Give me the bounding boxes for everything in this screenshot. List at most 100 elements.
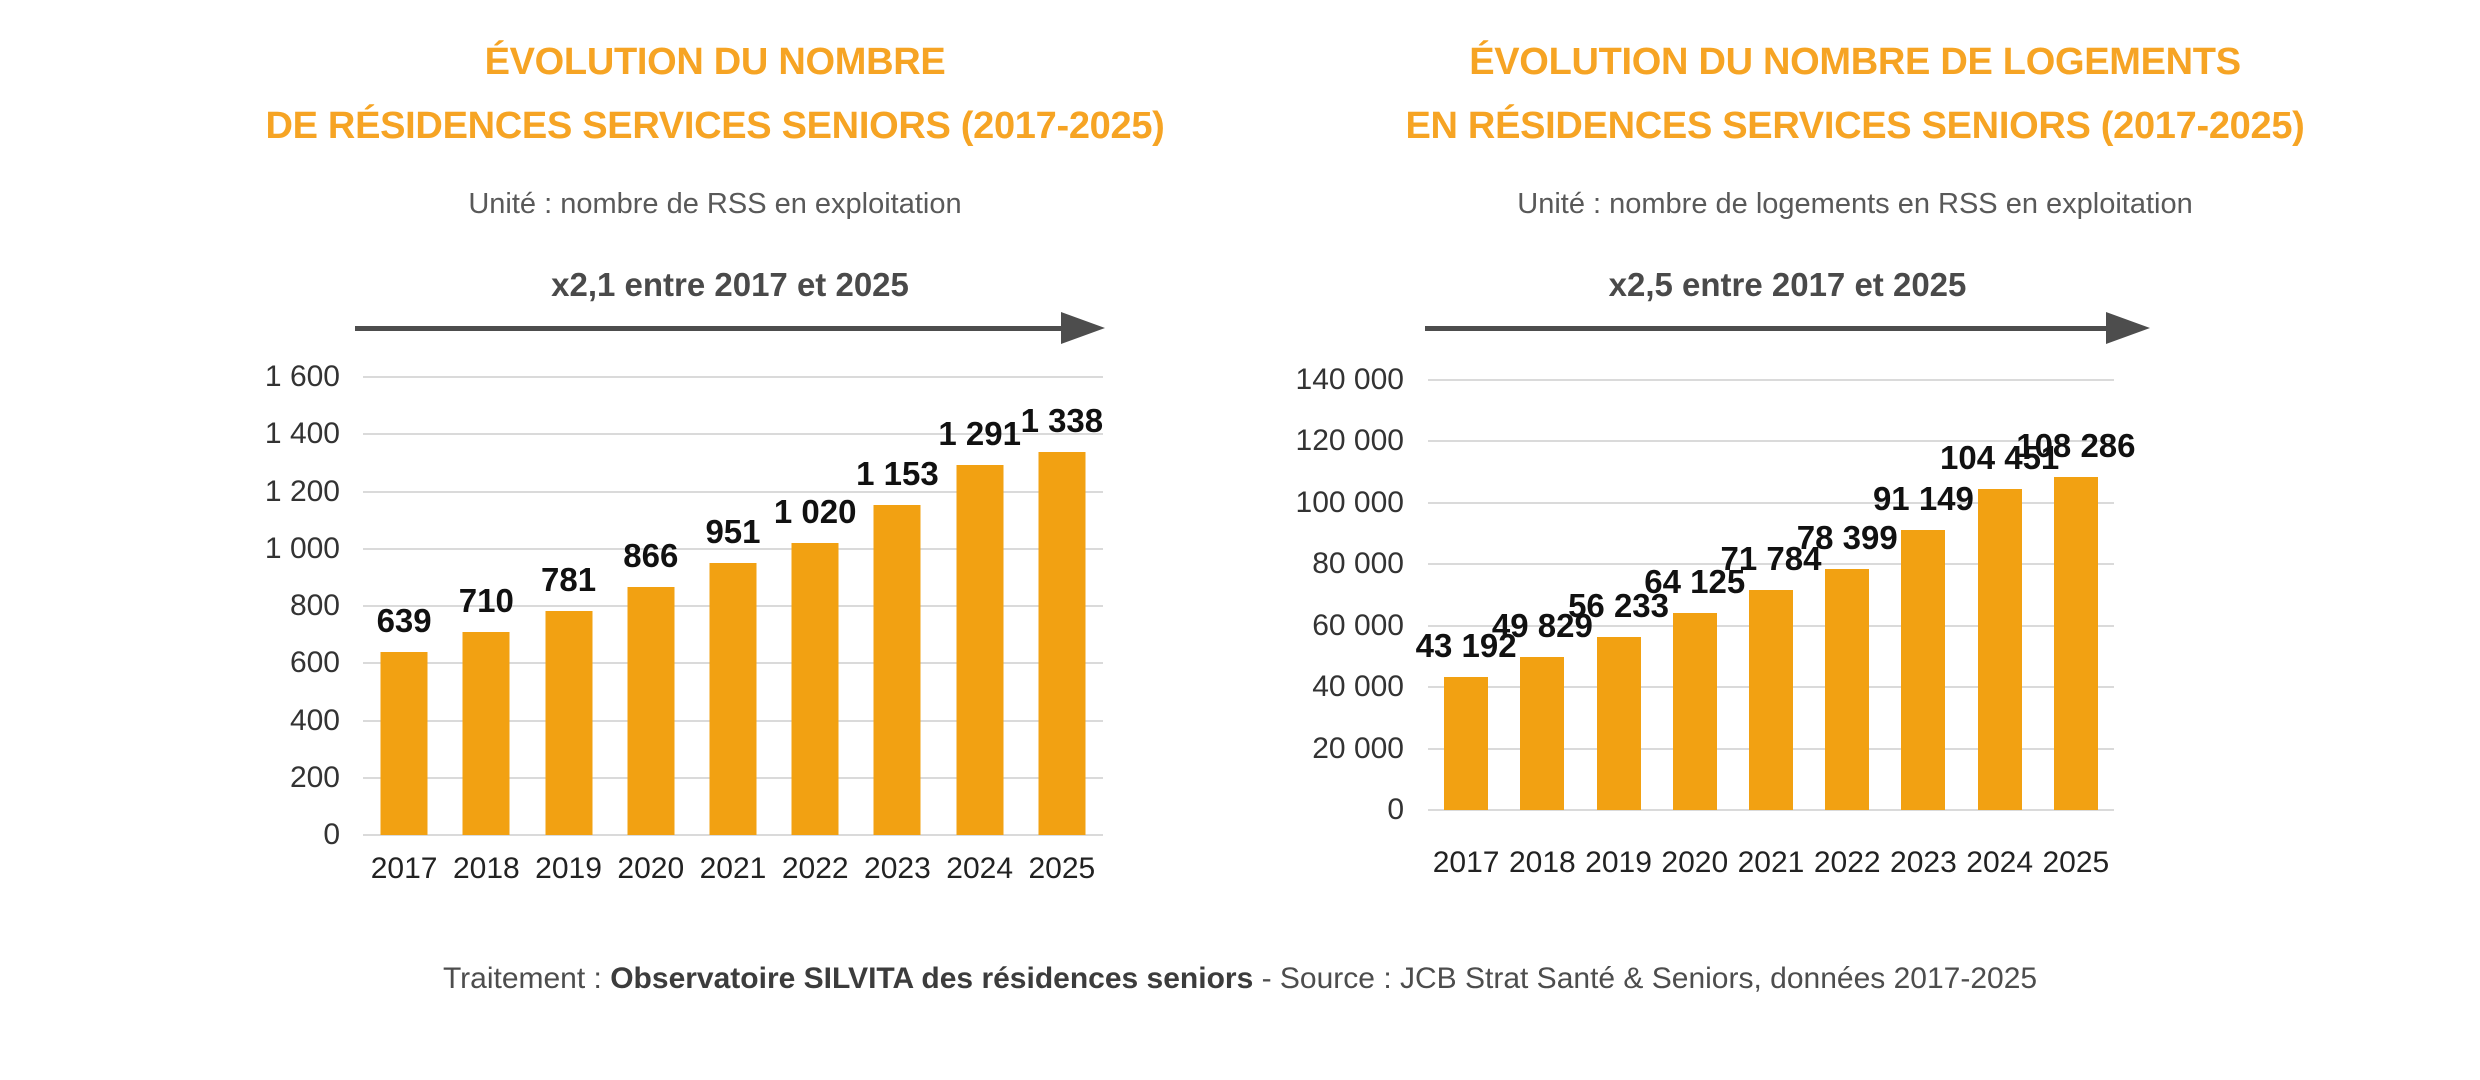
bar-2023 — [1901, 530, 1946, 810]
bar-2023 — [873, 504, 921, 835]
bar-2017 — [380, 652, 428, 835]
arrow-head-icon — [2106, 312, 2150, 344]
bar-slot-2021: 951 — [692, 377, 774, 835]
growth-arrow — [355, 312, 1105, 344]
value-label-2020: 866 — [623, 537, 679, 575]
bar-2017 — [1444, 677, 1489, 810]
bar-2019 — [1596, 637, 1641, 810]
y-tick-label: 120 000 — [1295, 424, 1404, 458]
gridline — [363, 662, 1103, 665]
bar-2020 — [627, 587, 675, 835]
bar-slot-2024: 1 291 — [938, 377, 1021, 835]
y-tick-label: 1 200 — [264, 474, 340, 508]
bar-slot-2017: 639 — [363, 377, 445, 835]
bar-2025 — [1038, 452, 1086, 835]
gridline — [363, 719, 1103, 722]
gridline — [363, 376, 1103, 378]
y-tick-label: 100 000 — [1295, 485, 1404, 519]
x-tick-label-2022: 2022 — [1813, 846, 1881, 879]
y-axis: 140 000 120 000 100 000 80 000 60 000 40 000 2… — [1214, 363, 1404, 826]
value-label-2021: 951 — [705, 512, 761, 550]
growth-arrow — [1425, 312, 2150, 344]
value-label-2023: 1 153 — [856, 454, 939, 492]
bar-2024 — [1977, 489, 2022, 810]
y-tick-label: 400 — [289, 703, 340, 737]
bar-2022 — [791, 543, 839, 835]
bar-slot-2021: 71 784 — [1721, 380, 1821, 810]
bar-slot-2019: 781 — [527, 377, 609, 835]
arrow-line — [355, 325, 1061, 331]
x-tick-label-2024: 2024 — [946, 852, 1014, 885]
x-tick-label-2025: 2025 — [1028, 852, 1096, 885]
gridline — [1428, 686, 2114, 689]
x-tick-label-2017: 2017 — [1432, 846, 1500, 879]
footer-treatment-label: Traitement : — [442, 962, 611, 995]
bar-2020 — [1672, 613, 1717, 810]
bar-slot-2023: 91 149 — [1873, 380, 1974, 810]
chart-title-line-2: EN RÉSIDENCES SERVICES SENIORS (2017-202… — [1405, 105, 2305, 147]
x-tick-label-2022: 2022 — [781, 852, 849, 885]
x-tick-label-2023: 2023 — [1890, 846, 1957, 879]
chart-subtitle: Unité : nombre de RSS en exploitation — [468, 188, 962, 220]
value-label-2022: 78 399 — [1796, 519, 1898, 557]
bar-2024 — [956, 465, 1004, 835]
gridline — [1428, 809, 2114, 811]
bar-2018 — [462, 631, 510, 835]
y-tick-label: 0 — [1387, 793, 1404, 826]
chart-title: ÉVOLUTION DU NOMBRE DE LOGEMENTS EN RÉSI… — [1320, 30, 2390, 158]
y-axis: 1 600 1 400 1 200 1 000 800 600 400 200 0 — [150, 360, 340, 851]
y-tick-label: 40 000 — [1312, 670, 1404, 704]
bar-2022 — [1825, 569, 1870, 810]
gridline — [1428, 440, 2114, 443]
plot-area: 639 710 781 866 951 1 020 1 153 1 291 1 338 — [363, 376, 1103, 836]
x-tick-label-2018: 2018 — [452, 852, 520, 885]
y-tick-label: 20 000 — [1312, 731, 1404, 765]
footer-observatory-name: Observatoire SILVITA des résidences seni… — [610, 962, 1254, 995]
bar-2025 — [2053, 477, 2098, 810]
x-tick-label-2021: 2021 — [699, 852, 767, 885]
bar-slot-2018: 710 — [445, 377, 527, 835]
bar-slot-2019: 56 233 — [1568, 380, 1669, 810]
value-label-2018: 710 — [458, 581, 514, 619]
value-label-2024: 1 291 — [938, 415, 1021, 453]
bar-slot-2025: 108 286 — [2016, 380, 2136, 810]
gridline — [363, 490, 1103, 493]
value-label-2020: 64 125 — [1644, 563, 1746, 601]
value-label-2019: 781 — [541, 561, 597, 599]
x-tick-label-2024: 2024 — [1966, 846, 2034, 879]
chart-title-line-1: ÉVOLUTION DU NOMBRE — [484, 41, 946, 83]
chart-title: ÉVOLUTION DU NOMBRE DE RÉSIDENCES SERVIC… — [180, 30, 1250, 158]
gridline — [1428, 624, 2114, 627]
x-tick-label-2019: 2019 — [1585, 846, 1652, 879]
bar-2019 — [545, 611, 593, 835]
value-label-2017: 639 — [376, 602, 432, 640]
x-tick-label-2018: 2018 — [1508, 846, 1576, 879]
x-tick-label-2020: 2020 — [1661, 846, 1729, 879]
y-tick-label: 1 000 — [264, 531, 340, 565]
bar-slot-2017: 43 192 — [1416, 380, 1517, 810]
plot-area: 43 192 49 829 56 233 64 125 71 784 78 399 91 1… — [1416, 379, 2136, 811]
x-tick-label-2023: 2023 — [864, 852, 931, 885]
x-tick-label-2021: 2021 — [1737, 846, 1805, 879]
y-tick-label: 600 — [289, 646, 340, 680]
bar-slot-2022: 1 020 — [774, 377, 857, 835]
gridline — [363, 834, 1103, 836]
value-label-2017: 43 192 — [1415, 627, 1517, 665]
y-tick-label: 140 000 — [1295, 363, 1404, 396]
value-label-2024: 104 451 — [1939, 439, 2060, 477]
x-axis: 2017 2018 2019 2020 2021 2022 2023 2024 2025 — [1428, 846, 2114, 880]
gridline — [363, 433, 1103, 436]
gridline — [363, 776, 1103, 779]
y-tick-label: 60 000 — [1312, 608, 1404, 642]
y-tick-label: 0 — [323, 818, 340, 851]
bar-slot-2024: 104 451 — [1940, 380, 2059, 810]
bar-slot-2020: 866 — [610, 377, 692, 835]
bar-slot-2020: 64 125 — [1644, 380, 1745, 810]
chart-title-line-1: ÉVOLUTION DU NOMBRE DE LOGEMENTS — [1469, 41, 2241, 83]
x-tick-label-2020: 2020 — [617, 852, 685, 885]
x-tick-label-2017: 2017 — [370, 852, 438, 885]
y-tick-label: 800 — [289, 589, 340, 622]
value-label-2018: 49 829 — [1491, 606, 1593, 644]
